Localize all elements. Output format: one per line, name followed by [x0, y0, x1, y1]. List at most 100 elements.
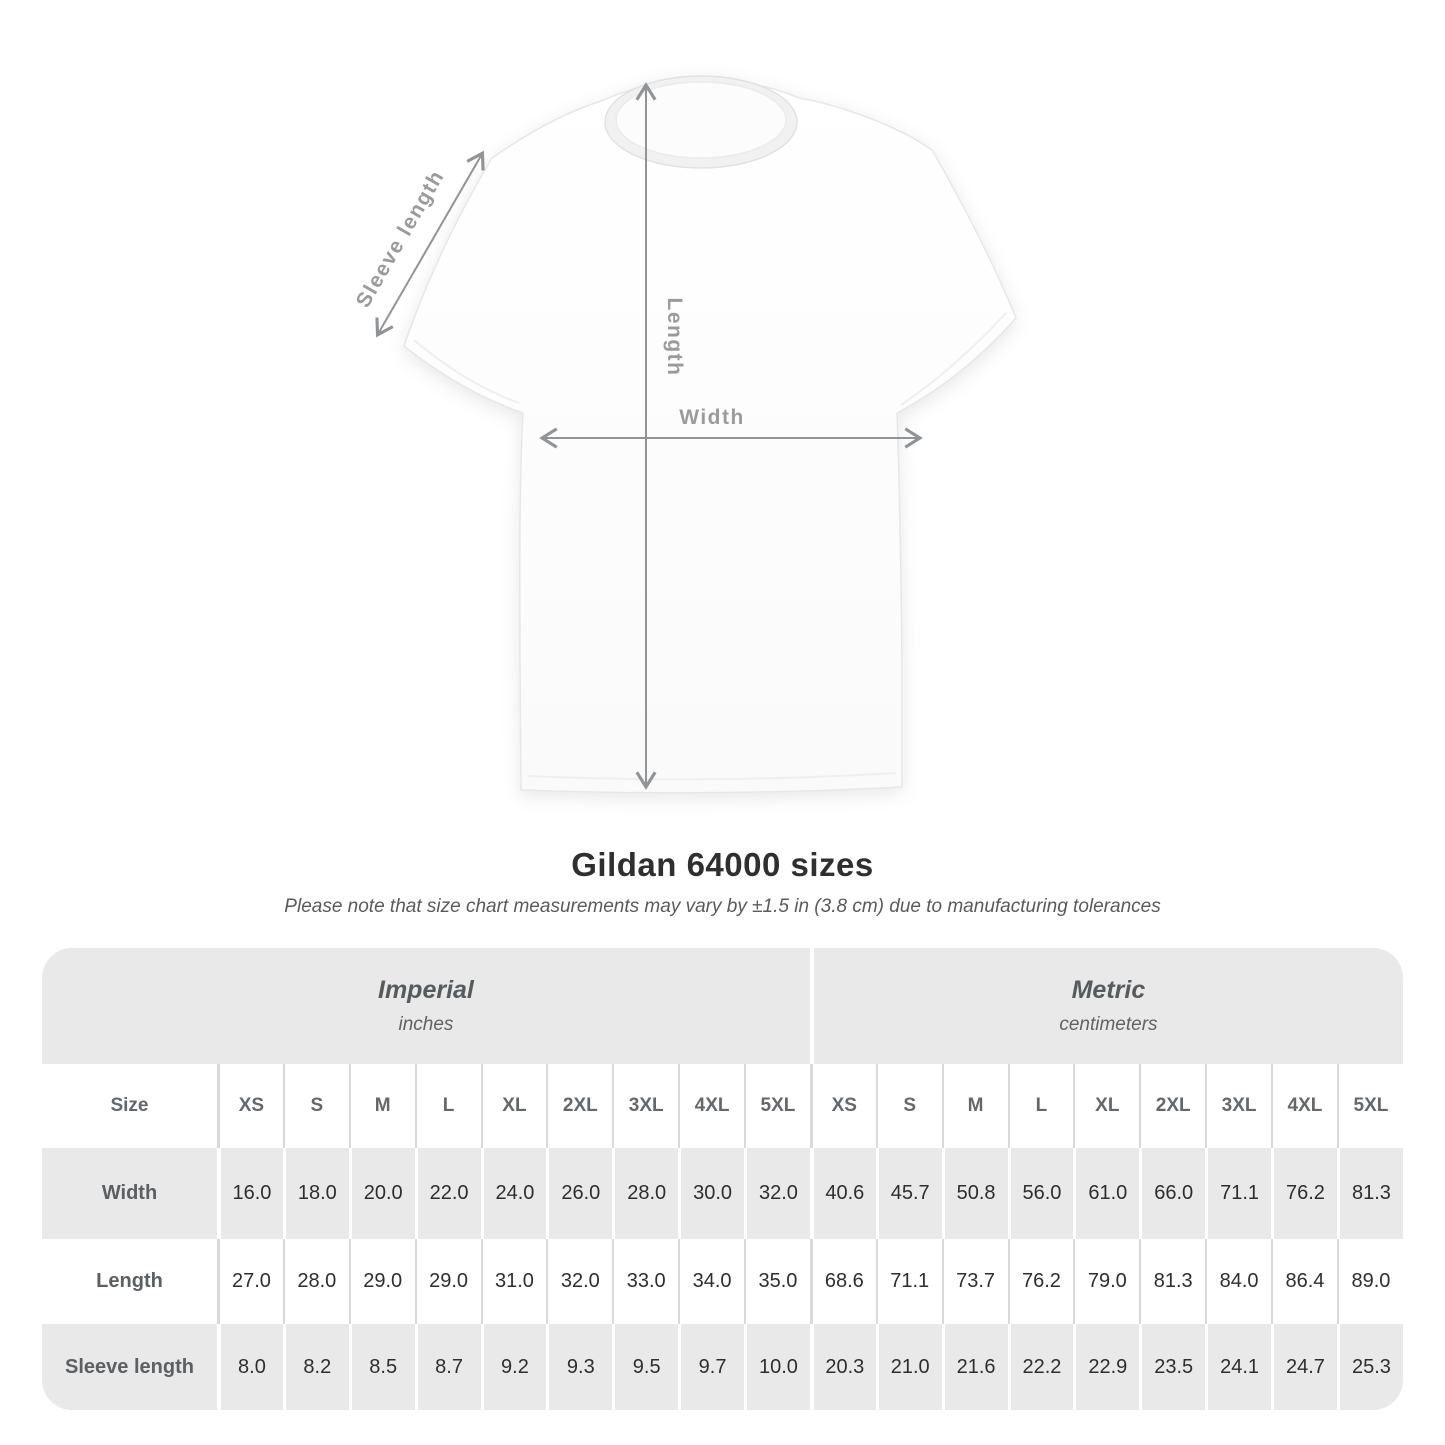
value-cell: 22.0 [414, 1148, 481, 1239]
size-cell: 5XL [1336, 1064, 1403, 1148]
value-cell: 79.0 [1073, 1239, 1140, 1324]
value-cell: 27.0 [217, 1239, 283, 1324]
size-cell: XS [217, 1064, 283, 1148]
value-cell: 25.3 [1336, 1324, 1403, 1410]
value-cell: 8.0 [217, 1324, 283, 1410]
size-row-label: Size [42, 1064, 217, 1148]
value-cell: 76.2 [1007, 1239, 1074, 1324]
value-cell: 26.0 [546, 1148, 613, 1239]
collar-inner [615, 81, 787, 159]
value-cell: 68.6 [809, 1239, 876, 1324]
size-cell: 2XL [1139, 1064, 1206, 1148]
value-cell: 31.0 [480, 1239, 547, 1324]
length-row-label: Length [42, 1239, 217, 1324]
size-cell: 2XL [546, 1064, 613, 1148]
metric-title: Metric [1071, 976, 1146, 1004]
value-cell: 66.0 [1139, 1148, 1206, 1239]
imperial-header: Imperial inches [42, 948, 810, 1064]
length-row: Length 27.0 28.0 29.0 29.0 31.0 32.0 33.… [42, 1239, 1403, 1324]
right-sleeve-stitch [900, 312, 1007, 406]
width-row-label: Width [42, 1148, 217, 1239]
value-cell: 9.2 [480, 1324, 547, 1410]
value-cell: 9.7 [678, 1324, 744, 1410]
size-cell: XL [1073, 1064, 1140, 1148]
value-cell: 84.0 [1205, 1239, 1271, 1324]
value-cell: 23.5 [1139, 1324, 1206, 1410]
value-cell: 73.7 [941, 1239, 1008, 1324]
metric-unit: centimeters [1059, 1014, 1158, 1035]
size-cell: S [282, 1064, 349, 1148]
tshirt-measurement-diagram: Sleeve length Length Width [352, 75, 1017, 794]
size-cell: L [1007, 1064, 1074, 1148]
imperial-title: Imperial [378, 976, 474, 1004]
page-title: Gildan 64000 sizes [571, 846, 874, 883]
size-cell: 4XL [1271, 1064, 1337, 1148]
metric-header: Metric centimeters [809, 948, 1403, 1064]
sleeve-length-arrow [375, 150, 485, 338]
width-row: Width 16.0 18.0 20.0 22.0 24.0 26.0 28.0… [42, 1148, 1403, 1239]
value-cell: 18.0 [282, 1148, 349, 1239]
value-cell: 45.7 [875, 1148, 942, 1239]
value-cell: 10.0 [744, 1324, 810, 1410]
value-cell: 22.9 [1073, 1324, 1140, 1410]
value-cell: 8.2 [282, 1324, 349, 1410]
width-label: Width [679, 406, 745, 429]
size-cell: M [348, 1064, 415, 1148]
value-cell: 29.0 [414, 1239, 481, 1324]
measurement-arrows [375, 82, 923, 790]
size-table-container: Imperial inches Metric centimeters Size … [42, 948, 1403, 1410]
value-cell: 81.3 [1139, 1239, 1206, 1324]
tshirt-graphic [403, 75, 1017, 794]
value-cell: 71.1 [875, 1239, 942, 1324]
value-cell: 29.0 [348, 1239, 415, 1324]
title-block: Gildan 64000 sizes Please note that size… [0, 846, 1445, 918]
imperial-unit: inches [398, 1014, 454, 1035]
size-cell: 3XL [612, 1064, 679, 1148]
size-cell: 5XL [744, 1064, 810, 1148]
size-table: Imperial inches Metric centimeters Size … [42, 948, 1403, 1410]
value-cell: 8.7 [414, 1324, 481, 1410]
size-cell: M [941, 1064, 1008, 1148]
size-cell: XS [809, 1064, 876, 1148]
value-cell: 32.0 [744, 1148, 810, 1239]
sleeve-row-label: Sleeve length [42, 1324, 217, 1410]
value-cell: 22.2 [1007, 1324, 1074, 1410]
value-cell: 21.0 [875, 1324, 942, 1410]
value-cell: 30.0 [678, 1148, 744, 1239]
value-cell: 24.0 [480, 1148, 547, 1239]
value-cell: 71.1 [1205, 1148, 1271, 1239]
value-cell: 20.0 [348, 1148, 415, 1239]
size-header-row: Size XS S M L XL 2XL 3XL 4XL 5XL XS S M … [42, 1064, 1403, 1148]
size-cell: 4XL [678, 1064, 744, 1148]
tshirt-body [403, 78, 1017, 794]
value-cell: 20.3 [809, 1324, 876, 1410]
value-cell: 21.6 [941, 1324, 1008, 1410]
value-cell: 33.0 [612, 1239, 679, 1324]
value-cell: 89.0 [1336, 1239, 1403, 1324]
value-cell: 86.4 [1271, 1239, 1337, 1324]
value-cell: 24.1 [1205, 1324, 1271, 1410]
value-cell: 61.0 [1073, 1148, 1140, 1239]
value-cell: 16.0 [217, 1148, 283, 1239]
value-cell: 28.0 [612, 1148, 679, 1239]
size-cell: XL [480, 1064, 547, 1148]
value-cell: 76.2 [1271, 1148, 1337, 1239]
value-cell: 81.3 [1336, 1148, 1403, 1239]
size-cell: L [414, 1064, 481, 1148]
size-cell: S [875, 1064, 942, 1148]
size-cell: 3XL [1205, 1064, 1271, 1148]
left-sleeve-stitch [413, 339, 520, 404]
value-cell: 35.0 [744, 1239, 810, 1324]
hem-stitch [526, 772, 897, 781]
value-cell: 8.5 [348, 1324, 415, 1410]
value-cell: 34.0 [678, 1239, 744, 1324]
value-cell: 24.7 [1271, 1324, 1337, 1410]
value-cell: 56.0 [1007, 1148, 1074, 1239]
value-cell: 40.6 [809, 1148, 876, 1239]
value-cell: 28.0 [282, 1239, 349, 1324]
value-cell: 9.3 [546, 1324, 613, 1410]
value-cell: 32.0 [546, 1239, 613, 1324]
length-label: Length [663, 298, 686, 377]
tolerance-note: Please note that size chart measurements… [284, 896, 1161, 917]
